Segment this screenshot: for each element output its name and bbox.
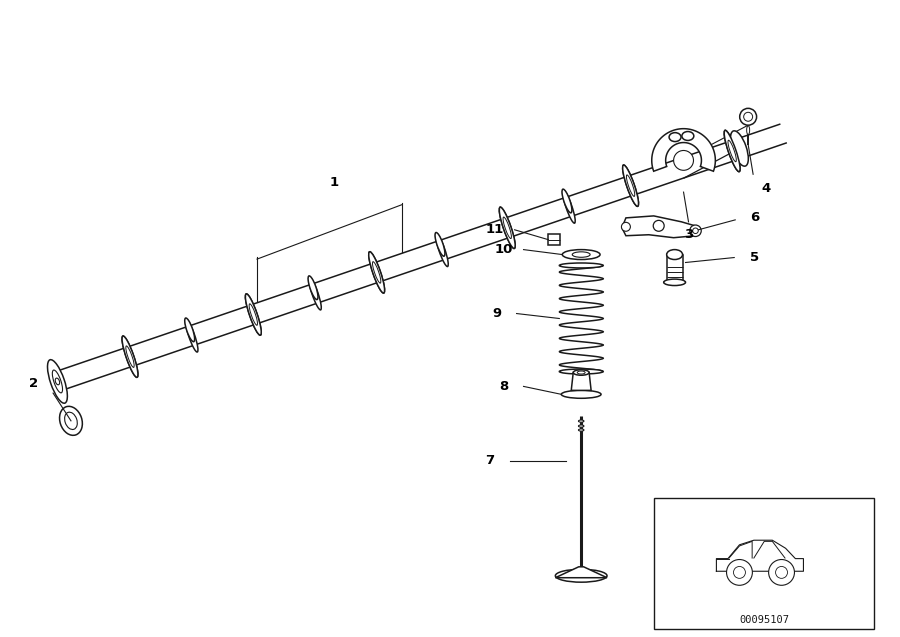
Ellipse shape <box>747 125 750 134</box>
Text: 1: 1 <box>330 176 339 189</box>
Ellipse shape <box>579 429 584 431</box>
Ellipse shape <box>555 569 607 582</box>
Ellipse shape <box>373 262 381 283</box>
Ellipse shape <box>55 378 59 385</box>
Text: 11: 11 <box>486 224 504 236</box>
Ellipse shape <box>724 131 740 171</box>
Ellipse shape <box>503 217 511 238</box>
Ellipse shape <box>48 360 68 403</box>
Ellipse shape <box>126 345 134 368</box>
Ellipse shape <box>724 131 740 171</box>
Ellipse shape <box>126 346 134 368</box>
Ellipse shape <box>572 252 590 257</box>
Ellipse shape <box>573 370 590 375</box>
Ellipse shape <box>623 165 638 206</box>
Ellipse shape <box>436 234 448 266</box>
Circle shape <box>726 559 752 585</box>
Circle shape <box>769 559 795 585</box>
Ellipse shape <box>669 132 681 141</box>
Ellipse shape <box>122 336 138 377</box>
Ellipse shape <box>184 318 194 341</box>
Text: 4: 4 <box>761 182 770 195</box>
Ellipse shape <box>309 277 321 310</box>
Ellipse shape <box>626 175 634 197</box>
Ellipse shape <box>369 252 384 293</box>
Ellipse shape <box>559 369 603 374</box>
Ellipse shape <box>369 252 384 293</box>
Ellipse shape <box>623 165 638 206</box>
Ellipse shape <box>579 425 584 427</box>
Ellipse shape <box>249 304 257 326</box>
Ellipse shape <box>185 319 198 352</box>
Ellipse shape <box>65 412 77 429</box>
Ellipse shape <box>559 263 603 268</box>
Ellipse shape <box>728 140 736 162</box>
Ellipse shape <box>52 370 62 393</box>
Ellipse shape <box>308 276 318 299</box>
Polygon shape <box>548 234 561 245</box>
Text: 5: 5 <box>750 251 759 264</box>
Polygon shape <box>572 373 591 390</box>
Ellipse shape <box>562 189 572 213</box>
Ellipse shape <box>562 190 575 223</box>
Circle shape <box>653 220 664 231</box>
Text: 7: 7 <box>485 454 494 468</box>
Text: 00095107: 00095107 <box>739 615 789 626</box>
Circle shape <box>621 222 630 231</box>
Ellipse shape <box>667 250 682 259</box>
Ellipse shape <box>503 217 511 239</box>
Ellipse shape <box>577 371 585 374</box>
Ellipse shape <box>373 261 381 283</box>
Text: 3: 3 <box>684 228 693 241</box>
Ellipse shape <box>579 420 584 422</box>
Polygon shape <box>652 129 716 171</box>
Polygon shape <box>555 567 607 578</box>
Ellipse shape <box>626 175 634 196</box>
Ellipse shape <box>562 390 601 398</box>
Circle shape <box>740 108 757 125</box>
Text: 9: 9 <box>492 307 501 320</box>
Ellipse shape <box>246 294 261 335</box>
Ellipse shape <box>728 140 736 162</box>
Ellipse shape <box>59 406 83 435</box>
Ellipse shape <box>731 131 748 166</box>
Text: 6: 6 <box>751 211 760 224</box>
Ellipse shape <box>562 250 600 259</box>
Ellipse shape <box>122 336 138 377</box>
Text: 8: 8 <box>499 380 508 393</box>
Circle shape <box>693 228 698 234</box>
Ellipse shape <box>682 131 694 140</box>
Ellipse shape <box>500 207 515 248</box>
Circle shape <box>673 150 694 170</box>
Circle shape <box>776 566 788 578</box>
Ellipse shape <box>435 233 445 256</box>
Ellipse shape <box>246 294 261 335</box>
Circle shape <box>689 225 701 236</box>
Ellipse shape <box>500 207 515 248</box>
Text: 10: 10 <box>494 243 513 256</box>
Text: 2: 2 <box>29 376 38 390</box>
Circle shape <box>734 566 745 578</box>
Circle shape <box>743 112 752 121</box>
Polygon shape <box>667 255 682 282</box>
Ellipse shape <box>663 279 686 285</box>
Polygon shape <box>716 540 804 571</box>
Ellipse shape <box>249 303 257 326</box>
Polygon shape <box>622 216 698 238</box>
FancyBboxPatch shape <box>653 498 875 629</box>
